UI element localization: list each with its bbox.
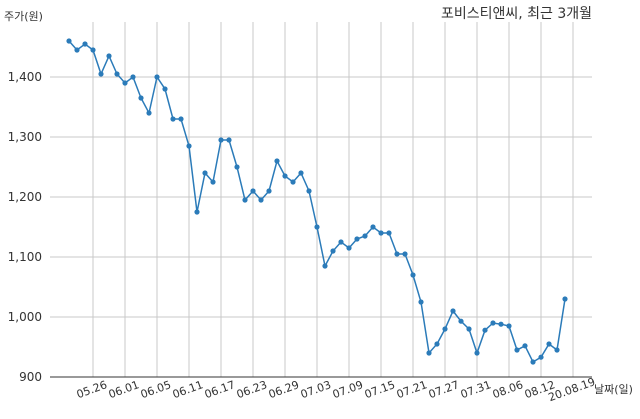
x-tick-label: 06.11 [171,378,205,401]
chart-title: 포비스티앤씨, 최근 3개월 [441,6,592,22]
price-point [546,341,552,347]
price-point [434,341,440,347]
price-point [74,47,80,53]
price-point [362,233,368,239]
x-tick-label: 06.23 [235,378,269,401]
price-point [538,354,544,360]
price-point [442,326,448,332]
price-point [114,71,120,77]
price-point [122,80,128,86]
price-point [186,143,192,149]
price-point [90,47,96,53]
price-point [242,197,248,203]
price-point [226,137,232,143]
y-tick-label: 1,300 [8,130,42,144]
x-tick-label: 06.29 [267,378,301,401]
price-point [202,170,208,176]
price-point [178,116,184,122]
price-point [210,179,216,185]
x-tick-label: 07.09 [331,378,365,401]
price-point [482,327,488,333]
x-tick-label: 20.08.19 [547,375,597,404]
y-tick-label: 1,400 [8,70,42,84]
price-point [498,321,504,327]
y-tick-label: 1,200 [8,190,42,204]
price-point [458,318,464,324]
x-axis-label: 날짜(일) [594,382,633,396]
price-point [146,110,152,116]
price-point [338,239,344,245]
price-point [426,350,432,356]
price-point [194,209,200,215]
price-point [370,224,376,230]
x-tick-label: 08.06 [491,378,525,401]
x-tick-labels: 05.2606.0106.0506.1106.1706.2306.2907.03… [75,375,597,404]
price-point [490,320,496,326]
price-point [354,236,360,242]
price-point [162,86,168,92]
y-axis-label: 주가(원) [4,10,43,23]
y-tick-label: 1,000 [8,310,42,324]
x-tick-label: 07.31 [459,378,493,401]
price-point [562,296,568,302]
x-tick-label: 06.05 [139,378,173,401]
x-tick-label: 06.01 [107,378,141,401]
price-point [410,272,416,278]
price-point [530,359,536,365]
price-point [514,347,520,353]
x-tick-label: 07.15 [363,378,397,401]
price-point [346,245,352,251]
price-point [218,137,224,143]
price-point [106,53,112,59]
price-point [378,230,384,236]
price-points [66,38,568,365]
y-tick-labels: 900 1,000 1,100 1,200 1,300 1,400 [8,70,42,384]
price-point [234,164,240,170]
price-point [330,248,336,254]
price-point [66,38,72,44]
price-point [170,116,176,122]
x-tick-label: 06.17 [203,378,237,401]
price-point [282,173,288,179]
x-tick-label: 05.26 [75,378,109,401]
x-tick-label: 07.21 [395,378,429,401]
price-point [450,308,456,314]
price-point [466,326,472,332]
y-tick-label: 900 [19,370,42,384]
price-point [138,95,144,101]
price-point [298,170,304,176]
price-point [250,188,256,194]
price-point [258,197,264,203]
price-point [274,158,280,164]
price-point [290,179,296,185]
price-point [98,71,104,77]
price-point [386,230,392,236]
grid-layer [50,22,592,378]
price-point [522,343,528,349]
price-point [402,251,408,257]
price-point [82,41,88,47]
x-tick-label: 07.27 [427,378,461,401]
price-point [474,350,480,356]
price-point [322,263,328,269]
x-tick-label: 07.03 [299,378,333,401]
price-point [306,188,312,194]
price-point [418,299,424,305]
price-point [554,347,560,353]
price-point [130,74,136,80]
price-point [394,251,400,257]
price-point [314,224,320,230]
price-point [154,74,160,80]
y-tick-label: 1,100 [8,250,42,264]
price-point [266,188,272,194]
price-point [506,323,512,329]
